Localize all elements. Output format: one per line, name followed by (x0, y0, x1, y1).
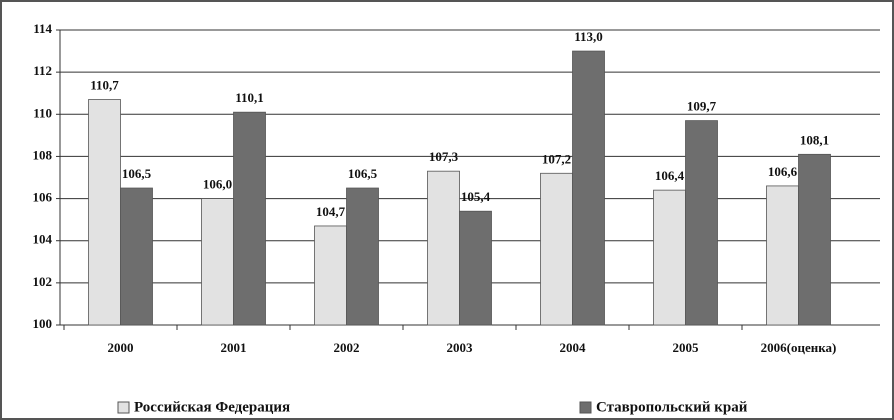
bar (120, 187, 153, 326)
bar (572, 50, 605, 326)
y-tick-label: 104 (33, 232, 53, 247)
bar (201, 198, 234, 326)
x-tick-label: 2006(оценка) (761, 340, 837, 355)
bar (459, 210, 492, 326)
x-tick-label: 2004 (560, 340, 587, 355)
bar (233, 111, 266, 326)
bar (766, 185, 799, 326)
y-tick-label: 106 (33, 190, 53, 205)
value-label: 106,5 (348, 166, 378, 181)
legend-swatch (117, 401, 130, 414)
x-tick-label: 2000 (108, 340, 134, 355)
value-label: 106,4 (655, 168, 685, 183)
value-label: 113,0 (574, 29, 603, 44)
y-tick-label: 110 (33, 105, 52, 120)
value-label: 104,7 (316, 204, 346, 219)
value-label: 107,2 (542, 151, 571, 166)
value-label: 110,1 (235, 90, 264, 105)
bar (314, 225, 347, 326)
bar (88, 99, 121, 326)
value-label: 106,6 (768, 164, 798, 179)
x-tick-label: 2003 (447, 340, 474, 355)
value-label: 106,0 (203, 177, 232, 192)
y-tick-label: 100 (33, 316, 53, 331)
value-label: 107,3 (429, 149, 459, 164)
x-tick-label: 2002 (334, 340, 360, 355)
bar (346, 187, 379, 326)
x-tick-label: 2001 (221, 340, 247, 355)
y-tick-label: 114 (33, 21, 52, 36)
y-tick-label: 108 (33, 147, 53, 162)
legend-swatch (579, 401, 592, 414)
bar (540, 172, 573, 326)
x-tick-label: 2005 (673, 340, 700, 355)
value-label: 109,7 (687, 99, 717, 114)
legend-label: Ставропольский край (596, 399, 748, 415)
value-label: 106,5 (122, 166, 152, 181)
bar (427, 170, 460, 326)
bar (653, 189, 686, 326)
bar (798, 153, 831, 326)
y-tick-label: 102 (33, 274, 53, 289)
value-label: 108,1 (800, 132, 829, 147)
y-tick-label: 112 (33, 63, 52, 78)
value-label: 105,4 (461, 189, 491, 204)
legend-label: Российская Федерация (134, 399, 290, 415)
value-label: 110,7 (90, 78, 119, 93)
bar (685, 120, 718, 326)
